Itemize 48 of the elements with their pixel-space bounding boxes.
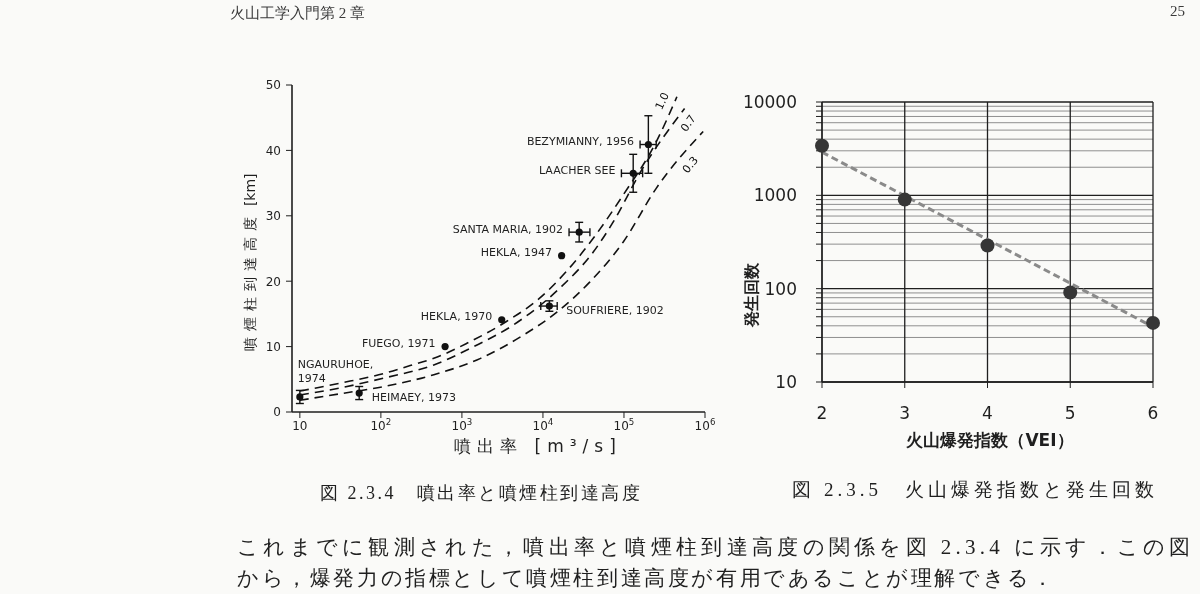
annotation: NGAURUHOE, 1974 (297, 358, 374, 386)
annotation: HEIMAEY, 1973 (371, 390, 456, 404)
x-tick-label: 3 (899, 403, 911, 423)
y-tick-label: 10000 (742, 92, 797, 113)
x-tick-label: 10$^{5}$ (613, 417, 635, 433)
text: 0.3 (679, 154, 701, 176)
caption: 図 2.3.4 噴出率と噴煙柱到達高度 (320, 482, 642, 504)
annotation: FUEGO, 1971 (361, 337, 436, 351)
y-tick-label: 20 (265, 274, 281, 289)
annotation: BEZYMIANNY, 1956 (526, 135, 635, 149)
x-tick-label: 10$^{4}$ (532, 417, 554, 433)
y-tick-label: 50 (265, 78, 281, 93)
x-axis-title: 火山爆発指数（VEI） (906, 430, 1074, 451)
y-tick-label: 10 (265, 339, 281, 354)
text: これまでに観測された，噴出率と噴煙柱到達高度の関係を図 2.3.4 に示す．この図 (237, 534, 1195, 560)
y-tick-label: 1000 (753, 185, 797, 206)
point (980, 238, 995, 253)
text: から，爆発力の指標として噴煙柱到達高度が有用であることが理解できる． (237, 565, 1056, 591)
y-tick-label: 10 (775, 372, 797, 393)
x-tick-label: 10$^{3}$ (451, 417, 473, 433)
x-tick-label: 6 (1147, 403, 1159, 423)
x-tick-label: 2 (816, 403, 828, 423)
text: 25 (1170, 3, 1185, 21)
y-tick-label: 30 (265, 209, 281, 224)
text: 火山工学入門第 2 章 (230, 5, 365, 23)
annotation: HEKLA, 1947 (480, 246, 553, 260)
y-tick-label: 100 (764, 278, 797, 299)
annotation: SANTA MARIA, 1902 (452, 222, 564, 236)
annotation: SOUFRIERE, 1902 (566, 303, 664, 317)
x-tick-label: 4 (982, 403, 993, 423)
annotation: HEKLA, 1970 (420, 310, 493, 324)
y-tick-label: 0 (273, 405, 281, 420)
caption: 図 2.3.5 火山爆発指数と発生回数 (792, 479, 1158, 501)
x-tick-label: 5 (1064, 403, 1076, 423)
y-axis-title: 発生回数 (741, 263, 762, 327)
point (1146, 315, 1160, 330)
y-axis-title: 噴煙柱到達高度 [km] (241, 173, 259, 351)
point (1063, 285, 1078, 300)
x-axis-title: 噴出率 [m³/s] (454, 436, 622, 457)
x-tick-label: 10$^{2}$ (370, 417, 392, 433)
x-tick-label: 10 (292, 419, 308, 433)
x-tick-label: 10$^{6}$ (694, 417, 716, 433)
point (897, 192, 912, 207)
annotation: LAACHER SEE (538, 163, 616, 177)
point (815, 138, 829, 153)
text: 1.0 (652, 90, 672, 112)
text: 0.7 (678, 112, 699, 135)
y-tick-label: 40 (265, 143, 281, 158)
